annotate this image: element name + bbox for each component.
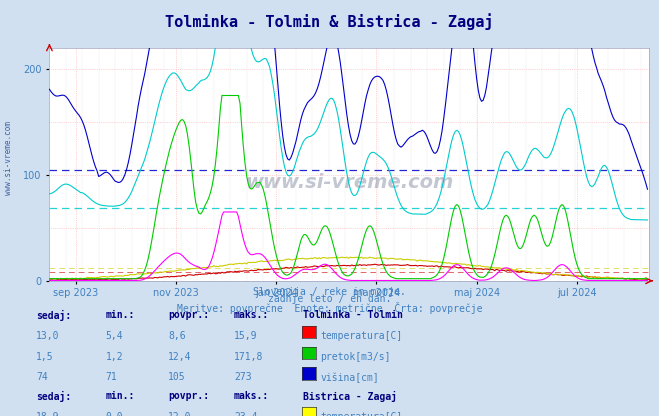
Text: temperatura[C]: temperatura[C] — [320, 331, 403, 341]
Text: 74: 74 — [36, 372, 48, 382]
Text: 1,5: 1,5 — [36, 352, 54, 362]
Text: Tolminka - Tolmin & Bistrica - Zagaj: Tolminka - Tolmin & Bistrica - Zagaj — [165, 13, 494, 30]
Text: sedaj:: sedaj: — [36, 310, 71, 321]
Text: www.si-vreme.com: www.si-vreme.com — [4, 121, 13, 195]
Text: Tolminka - Tolmin: Tolminka - Tolmin — [303, 310, 403, 320]
Text: 1,2: 1,2 — [105, 352, 123, 362]
Text: povpr.:: povpr.: — [168, 310, 209, 320]
Text: temperatura[C]: temperatura[C] — [320, 412, 403, 416]
Text: 0,0: 0,0 — [105, 412, 123, 416]
Text: Slovenija / reke in morje.: Slovenija / reke in morje. — [253, 287, 406, 297]
Text: min.:: min.: — [105, 310, 135, 320]
Text: 105: 105 — [168, 372, 186, 382]
Text: povpr.:: povpr.: — [168, 391, 209, 401]
Text: min.:: min.: — [105, 391, 135, 401]
Text: 12,4: 12,4 — [168, 352, 192, 362]
Text: Meritve: povprečne  Enote: metrične  Črta: povprečje: Meritve: povprečne Enote: metrične Črta:… — [177, 302, 482, 314]
Text: 15,9: 15,9 — [234, 331, 258, 341]
Text: 171,8: 171,8 — [234, 352, 264, 362]
Text: maks.:: maks.: — [234, 391, 269, 401]
Text: zadnje leto / en dan.: zadnje leto / en dan. — [268, 294, 391, 304]
Text: 12,0: 12,0 — [168, 412, 192, 416]
Text: maks.:: maks.: — [234, 310, 269, 320]
Text: 8,6: 8,6 — [168, 331, 186, 341]
Text: 18,9: 18,9 — [36, 412, 60, 416]
Text: www.si-vreme.com: www.si-vreme.com — [245, 173, 453, 193]
Text: pretok[m3/s]: pretok[m3/s] — [320, 352, 391, 362]
Text: 23,4: 23,4 — [234, 412, 258, 416]
Text: 13,0: 13,0 — [36, 331, 60, 341]
Text: 5,4: 5,4 — [105, 331, 123, 341]
Text: višina[cm]: višina[cm] — [320, 372, 379, 383]
Text: Bistrica - Zagaj: Bistrica - Zagaj — [303, 391, 397, 402]
Text: sedaj:: sedaj: — [36, 391, 71, 402]
Text: 71: 71 — [105, 372, 117, 382]
Text: 273: 273 — [234, 372, 252, 382]
